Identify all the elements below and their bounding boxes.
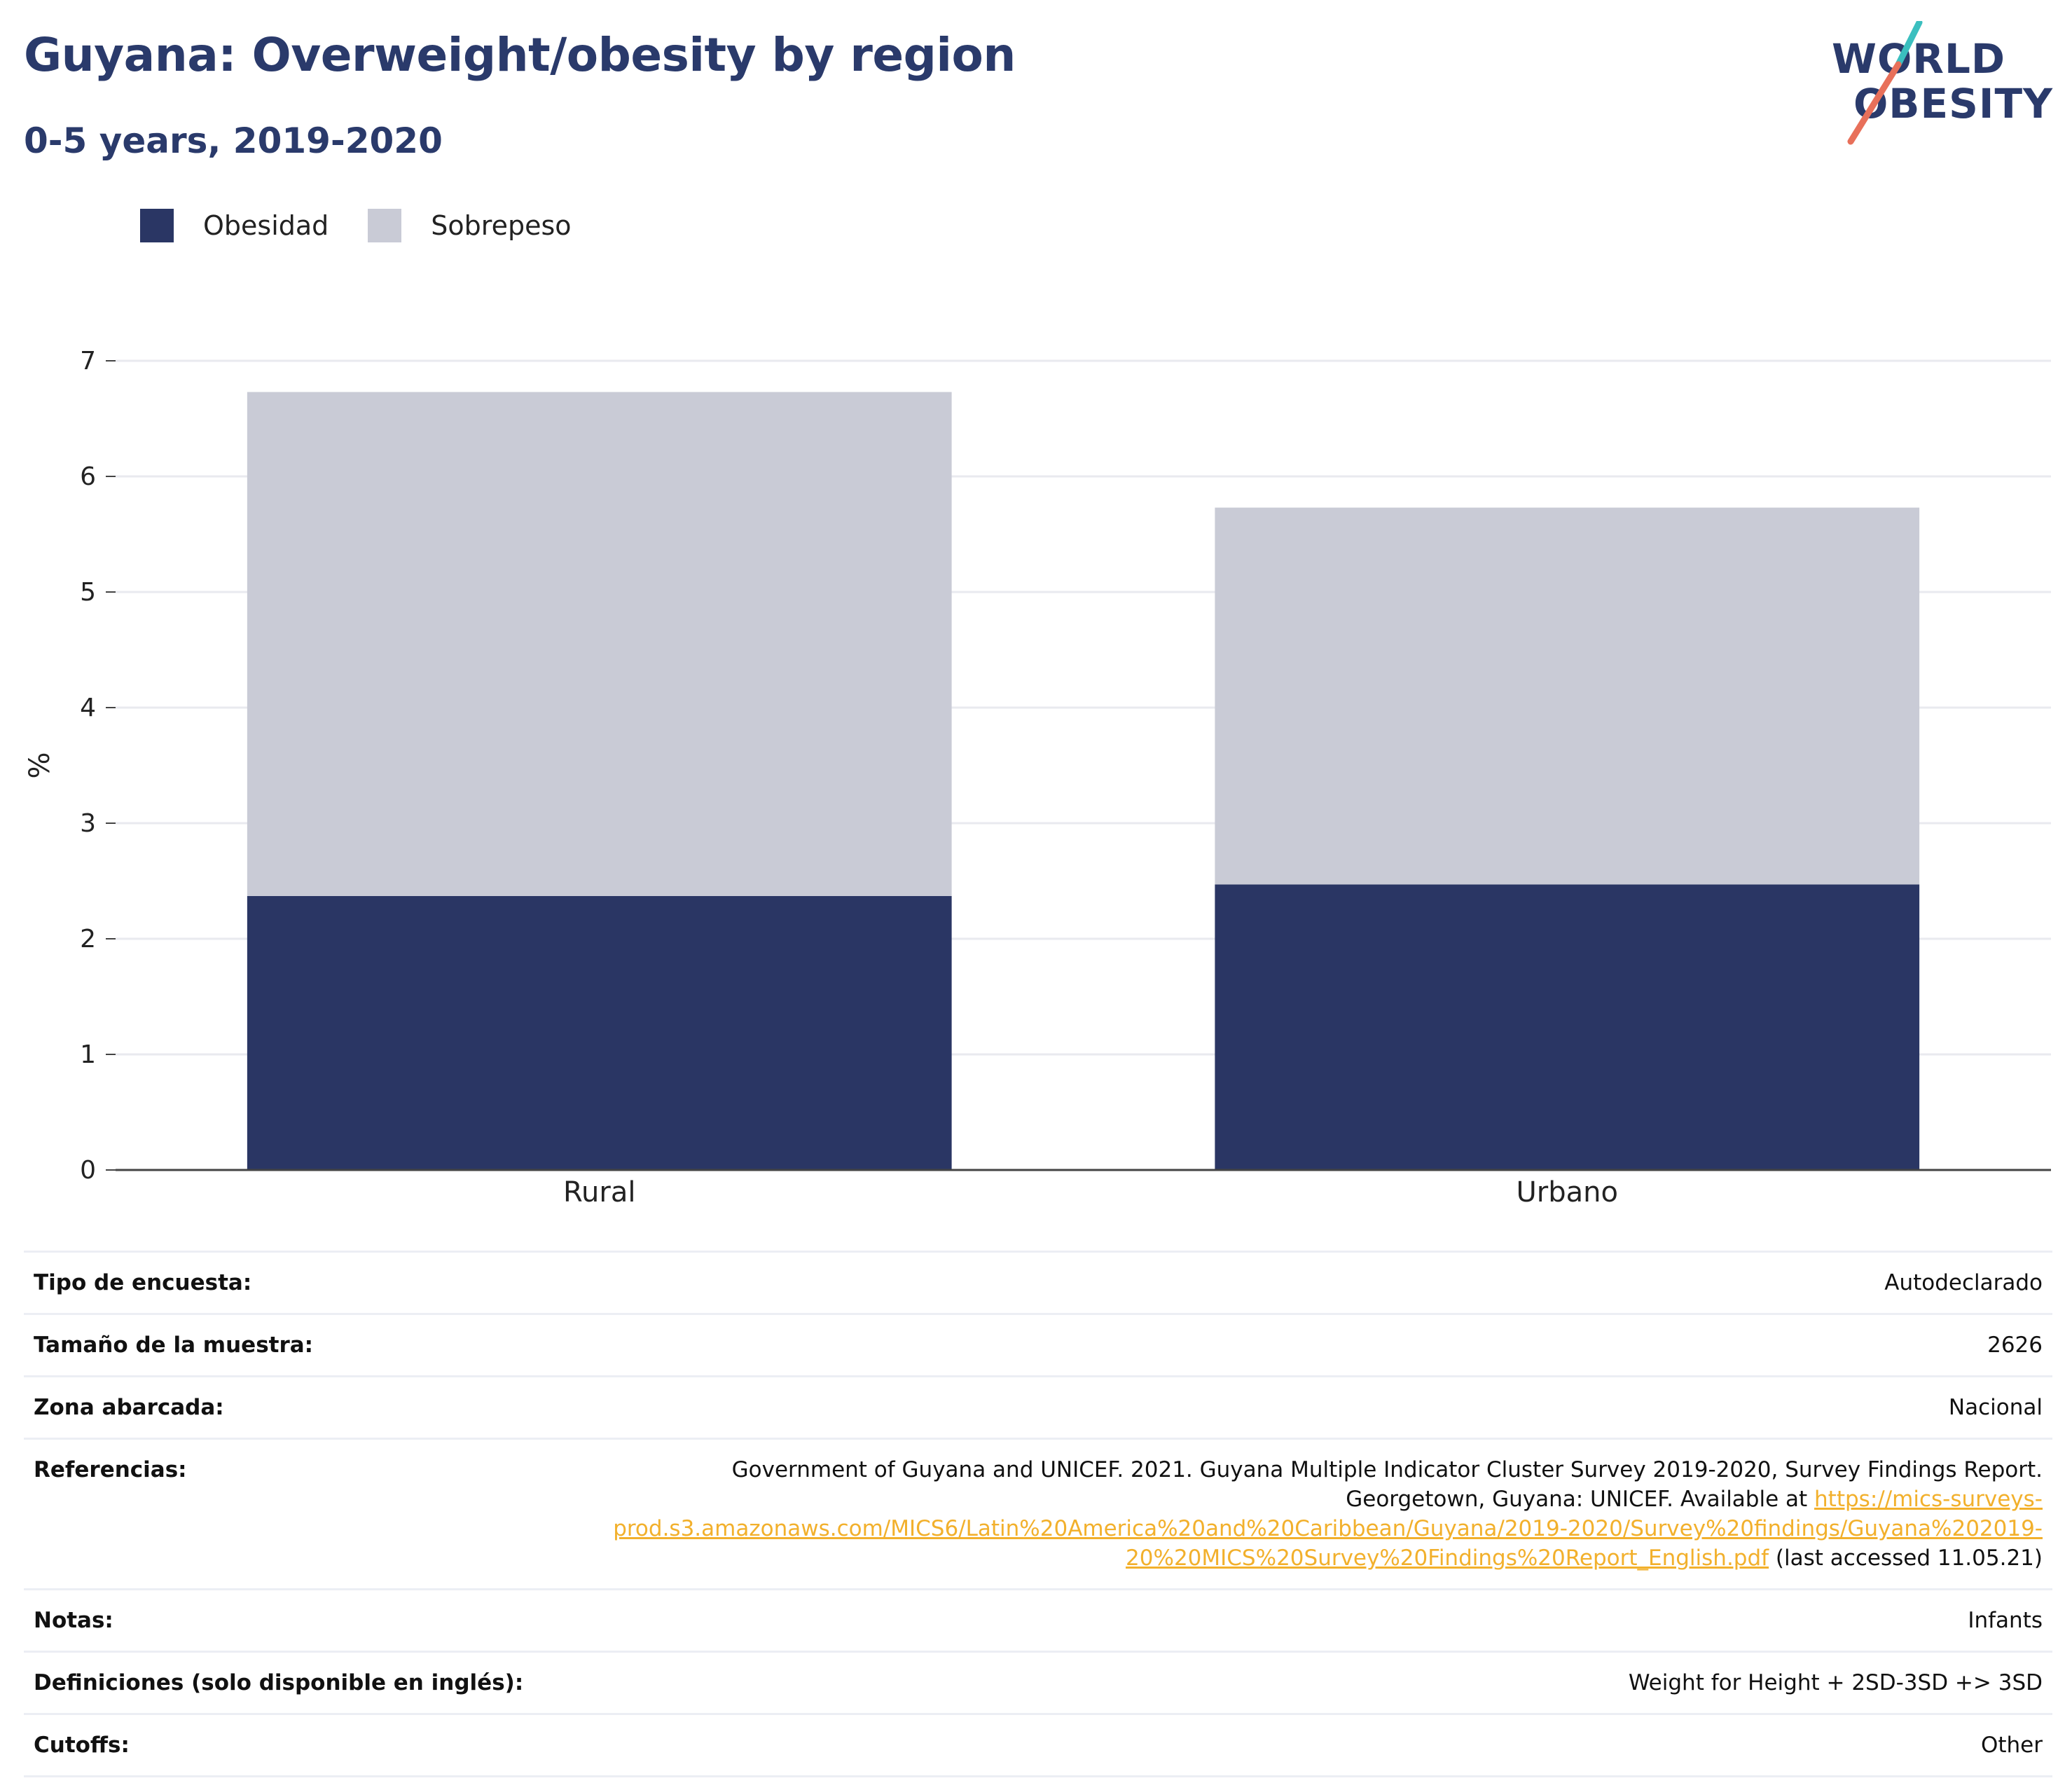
y-tick-label: 4 (80, 694, 96, 722)
legend-label-sobrepeso: Sobrepeso (431, 210, 572, 241)
info-key: Zona abarcada: (24, 1375, 576, 1439)
info-row-definitions: Definiciones (solo disponible en inglés)… (24, 1651, 2052, 1714)
info-key: Tamaño de la muestra: (24, 1313, 576, 1377)
info-key: Notas: (24, 1588, 576, 1652)
info-row-survey-type: Tipo de encuesta: Autodeclarado (24, 1251, 2052, 1314)
info-row-notes: Notas: Infants (24, 1588, 2052, 1652)
info-value: Government of Guyana and UNICEF. 2021. G… (576, 1438, 2052, 1590)
chart-title: Guyana: Overweight/obesity by region (24, 28, 1016, 82)
x-tick-label: Urbano (1517, 1176, 1618, 1209)
reference-link[interactable]: https://mics-surveys-prod.s3.amazonaws.c… (613, 1487, 2043, 1571)
legend-item-sobrepeso[interactable]: Sobrepeso (368, 209, 572, 242)
chart-legend: Obesidad Sobrepeso (140, 209, 611, 242)
legend-swatch-sobrepeso (368, 209, 402, 242)
info-key: Definiciones (solo disponible en inglés)… (24, 1651, 576, 1714)
world-obesity-logo: WORLD OBESITY (1828, 21, 2059, 147)
info-value: Nacional (576, 1375, 2052, 1439)
info-value: 2626 (576, 1313, 2052, 1377)
info-row-coverage: Zona abarcada: Nacional (24, 1375, 2052, 1439)
info-key: Tipo de encuesta: (24, 1251, 576, 1314)
info-row-cutoffs: Cutoffs: Other (24, 1713, 2052, 1777)
info-key: Referencias: (24, 1438, 576, 1590)
legend-label-obesidad: Obesidad (203, 210, 329, 241)
info-value: Infants (576, 1588, 2052, 1652)
info-value: Other (576, 1713, 2052, 1777)
bar-sobrepeso-urbano (1215, 507, 1920, 885)
reference-accessed: (last accessed 11.05.21) (1769, 1546, 2043, 1571)
y-axis-label: % (24, 752, 56, 778)
y-tick-label: 6 (80, 462, 96, 491)
logo-slash-icon (1847, 21, 1923, 145)
x-tick-label: Rural (563, 1176, 635, 1209)
chart-subtitle: 0-5 years, 2019-2020 (24, 121, 443, 161)
legend-item-obesidad[interactable]: Obesidad (140, 209, 329, 242)
y-tick-label: 1 (80, 1040, 96, 1069)
info-value: Autodeclarado (576, 1251, 2052, 1314)
survey-info-table: Tipo de encuesta: Autodeclarado Tamaño d… (24, 1251, 2052, 1777)
reference-text: Government of Guyana and UNICEF. 2021. G… (731, 1457, 2043, 1512)
info-row-sample-size: Tamaño de la muestra: 2626 (24, 1313, 2052, 1377)
y-tick-label: 5 (80, 578, 96, 607)
legend-swatch-obesidad (140, 209, 174, 242)
y-tick-label: 2 (80, 925, 96, 954)
y-tick-label: 3 (80, 809, 96, 838)
y-tick-label: 7 (80, 347, 96, 376)
y-tick-label: 0 (80, 1156, 96, 1185)
info-value: Weight for Height + 2SD-3SD +> 3SD (576, 1651, 2052, 1714)
info-row-references: Referencias: Government of Guyana and UN… (24, 1438, 2052, 1590)
bar-obesidad-rural (247, 895, 952, 1170)
bar-sobrepeso-rural (247, 392, 952, 896)
bar-chart: 0 1 2 3 4 5 6 7% Rural Urbano (24, 347, 2051, 1209)
logo-line-1: WORLD (1832, 35, 2006, 83)
info-key: Cutoffs: (24, 1713, 576, 1777)
bar-obesidad-urbano (1215, 884, 1920, 1170)
